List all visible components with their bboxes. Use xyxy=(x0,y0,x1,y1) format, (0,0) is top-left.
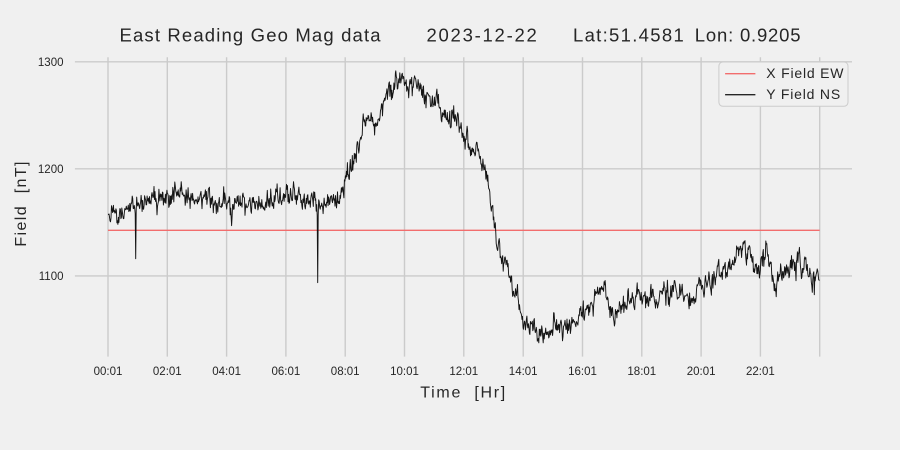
svg-text:East Reading Geo Mag data: East Reading Geo Mag data xyxy=(120,24,382,45)
svg-text:1100: 1100 xyxy=(39,271,64,283)
svg-text:00:01: 00:01 xyxy=(94,366,123,378)
svg-text:Lat:51.4581: Lat:51.4581 xyxy=(573,24,685,45)
svg-text:08:01: 08:01 xyxy=(331,366,360,378)
svg-text:22:01: 22:01 xyxy=(746,366,775,378)
svg-text:04:01: 04:01 xyxy=(212,366,241,378)
svg-text:Field [nT]: Field [nT] xyxy=(13,160,30,247)
svg-text:X Field EW: X Field EW xyxy=(766,65,844,81)
svg-text:1300: 1300 xyxy=(38,57,64,69)
svg-text:18:01: 18:01 xyxy=(627,366,656,378)
svg-text:06:01: 06:01 xyxy=(272,366,301,378)
svg-text:Y Field NS: Y Field NS xyxy=(766,86,841,102)
svg-text:10:01: 10:01 xyxy=(390,366,419,378)
svg-text:2023-12-22: 2023-12-22 xyxy=(427,24,539,45)
svg-text:Lon: 0.9205: Lon: 0.9205 xyxy=(695,24,802,45)
svg-text:12:01: 12:01 xyxy=(449,366,478,378)
svg-text:16:01: 16:01 xyxy=(568,366,597,378)
svg-text:1200: 1200 xyxy=(38,164,64,176)
svg-text:02:01: 02:01 xyxy=(153,366,182,378)
svg-text:14:01: 14:01 xyxy=(509,366,538,378)
svg-text:20:01: 20:01 xyxy=(687,366,716,378)
svg-text:Time [Hr]: Time [Hr] xyxy=(420,384,507,401)
